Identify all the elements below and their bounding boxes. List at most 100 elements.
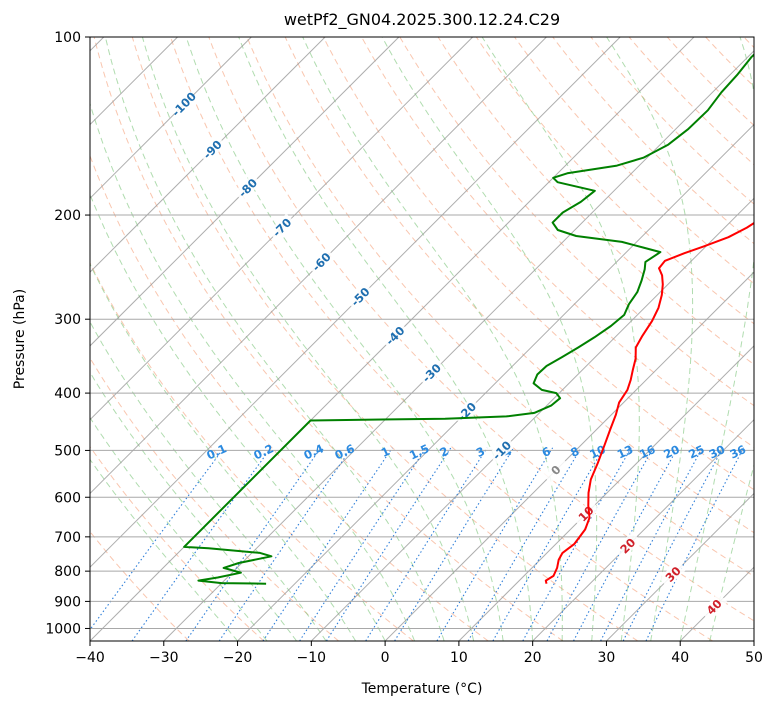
mixing-ratio-label: 25 bbox=[686, 442, 706, 461]
x-axis-ticks: −40 −30 −20 −10 0 10 20 30 40 50 bbox=[75, 641, 763, 666]
isotherm-line bbox=[458, 345, 754, 641]
moist-adiabat-line bbox=[381, 37, 598, 641]
x-tick-label: 30 bbox=[598, 650, 616, 666]
isotherm-label-bg bbox=[571, 499, 600, 528]
y-axis-ticks: 1000 900 800 700 600 500 400 300 200 100 bbox=[45, 30, 90, 637]
isotherm-label-bg bbox=[658, 560, 687, 588]
x-tick-label: 0 bbox=[381, 650, 390, 666]
moist-adiabat-line bbox=[90, 193, 386, 641]
isotherm-label-bg bbox=[541, 456, 570, 484]
dewpoint-profile-line bbox=[183, 53, 754, 585]
x-tick-label: −20 bbox=[223, 650, 253, 666]
moist-adiabat-line bbox=[90, 263, 357, 641]
dry-adiabat-line bbox=[90, 445, 265, 641]
mixing-ratio-label: 30 bbox=[707, 442, 727, 461]
x-tick-label: 20 bbox=[524, 650, 542, 666]
x-tick-label: 10 bbox=[450, 650, 468, 666]
dry-adiabat-line bbox=[437, 37, 754, 366]
isotherm-line bbox=[384, 271, 754, 641]
isotherm-label-bg bbox=[307, 247, 335, 276]
mixing-ratio-line bbox=[546, 447, 654, 641]
plot-area: 0.10.20.40.611.52346810131620253036 -100… bbox=[90, 37, 754, 641]
y-tick-label: 1000 bbox=[45, 621, 81, 637]
moist-adiabat-line bbox=[679, 37, 754, 641]
isotherm-line bbox=[606, 492, 754, 641]
mixing-ratio-line bbox=[218, 447, 353, 641]
moist-adiabat-line bbox=[90, 320, 327, 641]
dry-adiabat-line bbox=[628, 37, 754, 166]
mixing-ratio-line bbox=[522, 447, 632, 641]
moist-adiabat-line bbox=[606, 37, 694, 641]
isotherm-line bbox=[90, 37, 400, 347]
dry-adiabat-line bbox=[93, 37, 564, 641]
isotherm-label-bg bbox=[198, 135, 226, 163]
dry-adiabat-line bbox=[514, 37, 754, 285]
chart-title: wetPf2_GN04.2025.300.12.24.C29 bbox=[284, 10, 560, 30]
isotherm-label-bg bbox=[169, 90, 198, 118]
temperature-profile-line bbox=[544, 221, 754, 584]
y-tick-label: 900 bbox=[54, 594, 81, 610]
y-tick-label: 700 bbox=[54, 530, 81, 546]
mixing-ratio-line bbox=[492, 447, 605, 641]
mixing-ratio-label: 10 bbox=[587, 442, 607, 461]
mixing-ratio-line bbox=[185, 447, 322, 641]
x-tick-label: 40 bbox=[671, 650, 689, 666]
isotherm-line bbox=[163, 50, 754, 641]
moist-adiabat-line bbox=[104, 37, 445, 641]
plot-frame bbox=[89, 36, 755, 642]
isotherm-line bbox=[90, 37, 547, 495]
moist-adiabat-line bbox=[141, 37, 475, 641]
isotherm-line bbox=[90, 37, 252, 200]
mixing-ratio-line bbox=[600, 447, 703, 641]
y-tick-label: 300 bbox=[54, 312, 81, 328]
mixing-ratio-label: 13 bbox=[615, 442, 635, 461]
dry-adiabat-line bbox=[552, 37, 754, 245]
mixing-ratio-label: 20 bbox=[661, 442, 681, 461]
isotherm-label-bg bbox=[613, 531, 642, 560]
isotherm-line bbox=[90, 37, 621, 568]
y-tick-label: 800 bbox=[54, 564, 81, 580]
mixing-ratio-label: 36 bbox=[728, 442, 748, 461]
mixing-ratio-line bbox=[467, 447, 582, 641]
y-tick-label: 500 bbox=[54, 443, 81, 459]
x-tick-label: −40 bbox=[75, 650, 105, 666]
y-tick-label: 400 bbox=[54, 386, 81, 402]
mixing-ratio-line bbox=[645, 447, 744, 641]
isotherm-label-bg bbox=[417, 358, 446, 387]
y-tick-label: 600 bbox=[54, 490, 81, 506]
dry-adiabat-line bbox=[246, 37, 754, 577]
moist-adiabat-line bbox=[481, 37, 640, 641]
mixing-ratio-line bbox=[299, 447, 427, 641]
mixing-ratio-line bbox=[622, 447, 724, 641]
skewed-isotherms bbox=[90, 37, 754, 641]
isotherm-label-bg bbox=[381, 321, 409, 350]
isotherm-label-bg bbox=[346, 282, 374, 311]
x-tick-label: −30 bbox=[149, 650, 179, 666]
dry-adiabat-line bbox=[131, 37, 639, 641]
mixing-ratio-line bbox=[394, 447, 515, 641]
isotherm-label-bg bbox=[487, 436, 516, 464]
x-tick-label: −10 bbox=[297, 650, 327, 666]
isotherm-label: 0 bbox=[541, 456, 570, 484]
moist-adiabat-line bbox=[302, 37, 563, 641]
y-tick-label: 200 bbox=[54, 208, 81, 224]
y-axis-label: Pressure (hPa) bbox=[12, 289, 28, 389]
isotherm-line bbox=[90, 37, 474, 421]
x-tick-label: 50 bbox=[745, 650, 763, 666]
isotherm-line bbox=[90, 37, 326, 273]
dry-adiabat-line bbox=[399, 37, 754, 407]
isotherm-line bbox=[237, 123, 754, 641]
dry-adiabat-line bbox=[90, 261, 414, 641]
moist-adiabat-line bbox=[238, 37, 534, 641]
isotherm-line bbox=[310, 197, 754, 641]
isotherm-label-bg bbox=[700, 592, 728, 621]
y-tick-label: 100 bbox=[54, 30, 81, 46]
dry-adiabat-line bbox=[322, 37, 754, 491]
isotherm-label-bg bbox=[233, 173, 262, 202]
moist-adiabat-line bbox=[185, 37, 504, 641]
pressure-gridlines bbox=[90, 37, 754, 629]
isotherm-label-bg bbox=[267, 213, 296, 242]
mixing-ratio-lines bbox=[90, 447, 744, 641]
